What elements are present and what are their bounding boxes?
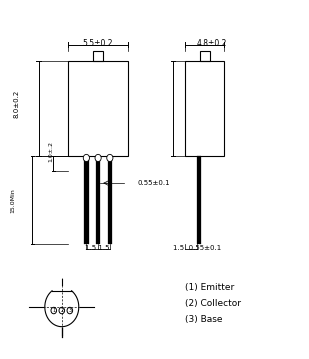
Bar: [93, 51, 103, 61]
Bar: [108, 156, 112, 244]
Text: 1: 1: [52, 308, 55, 313]
Text: (1) Emitter: (1) Emitter: [185, 283, 235, 292]
Bar: [200, 51, 210, 61]
Text: (2) Collector: (2) Collector: [185, 299, 241, 308]
Text: 1.5  0.55±0.1: 1.5 0.55±0.1: [173, 246, 221, 251]
Text: 4.8±0.2: 4.8±0.2: [197, 39, 227, 48]
Text: 2: 2: [60, 308, 63, 313]
Text: 0.55±0.1: 0.55±0.1: [138, 180, 170, 186]
Bar: [84, 156, 89, 244]
Text: 5.5±0.2: 5.5±0.2: [82, 39, 112, 48]
Text: 1.5 1.5: 1.5 1.5: [85, 246, 110, 251]
Text: 8.0±0.2: 8.0±0.2: [14, 90, 20, 118]
Circle shape: [95, 154, 101, 162]
Bar: [185, 61, 224, 156]
Text: (3) Base: (3) Base: [185, 315, 223, 324]
Text: 15.0Min: 15.0Min: [11, 189, 15, 213]
Bar: [197, 156, 201, 244]
Text: 1.0±.2: 1.0±.2: [49, 141, 53, 162]
Bar: [96, 156, 100, 244]
Circle shape: [83, 154, 90, 162]
Circle shape: [107, 154, 113, 162]
Text: 3: 3: [68, 308, 71, 313]
Bar: [68, 61, 128, 156]
